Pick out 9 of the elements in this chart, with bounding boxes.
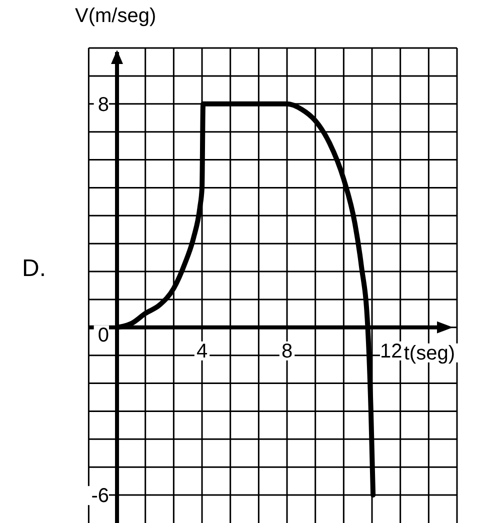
x-tick-label: 12 [380,340,402,362]
y-axis-title: V(m/seg) [75,5,156,27]
y-tick-label: 0 [98,324,110,346]
x-axis-title: t(seg) [404,342,456,364]
x-tick-label: 4 [196,340,208,362]
text: D. [22,255,46,282]
y-tick-label: 8 [98,94,110,116]
x-tick-label: 8 [281,340,293,362]
y-tick-label: -6 [91,485,110,508]
